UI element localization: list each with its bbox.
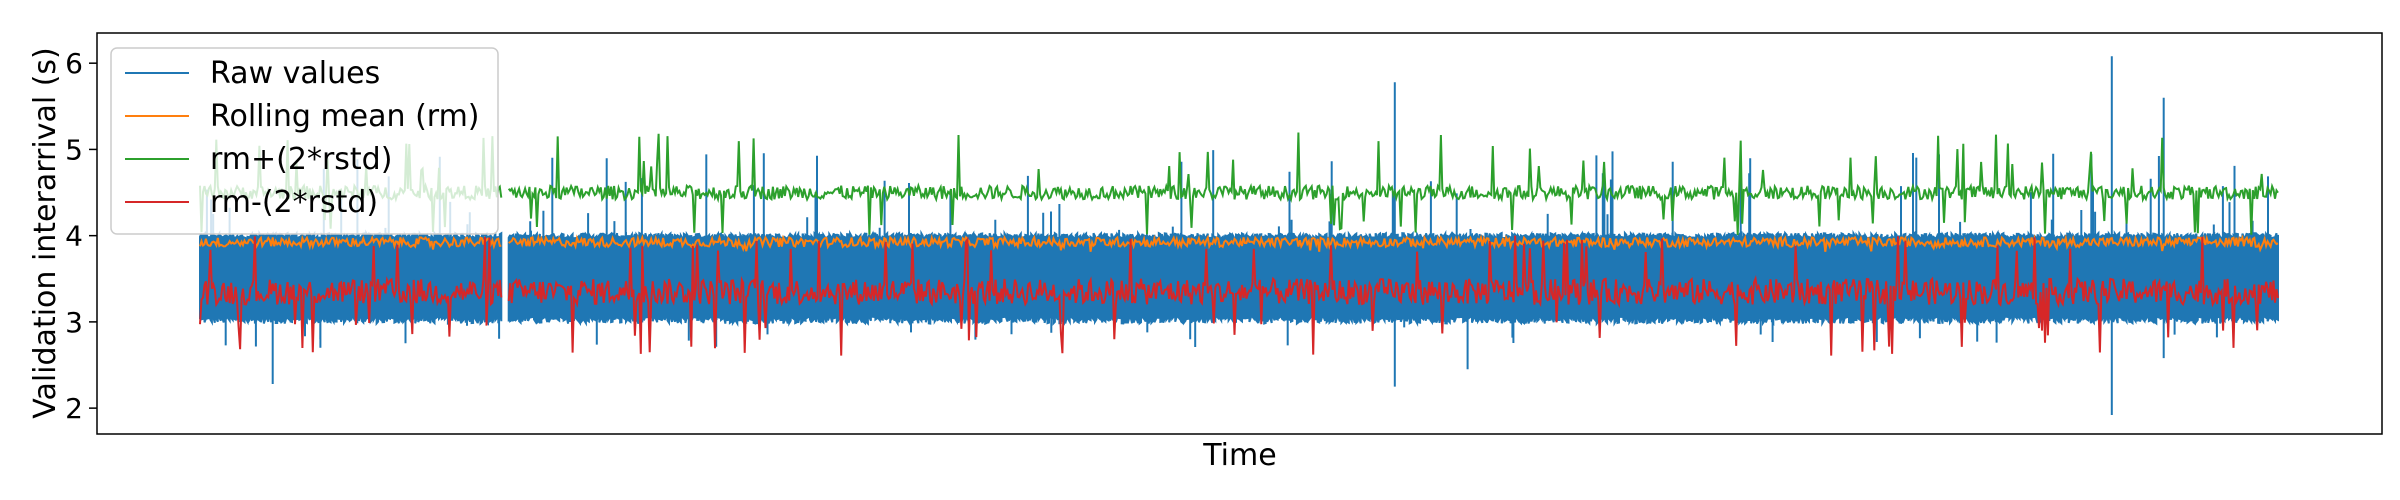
y-axis: 2 3 4 5 6 [65,47,97,425]
series-raw-values [199,56,2279,415]
y-tick-label: 3 [65,306,83,339]
y-tick-label: 6 [65,47,83,80]
legend-entry-label: Raw values [210,56,380,91]
y-tick-label: 4 [65,220,83,253]
legend-box [110,47,499,235]
legend-entry-label: Rolling mean (rm) [210,99,480,134]
plot-frame [96,32,2383,435]
legend: Raw values Rolling mean (rm) rm+(2*rstd) rm… [110,47,499,235]
y-tick-label: 5 [65,133,83,166]
legend-entry-label: rm-(2*rstd) [210,185,378,220]
series-rm-minus-2rstd [199,235,2279,356]
y-axis-label: Validation interarrival (s) [28,47,63,418]
series-rolling-mean [199,233,2279,253]
x-axis-label: Time [1202,438,1276,473]
y-tick-label: 2 [65,392,83,425]
legend-entry-label: rm+(2*rstd) [210,142,392,177]
